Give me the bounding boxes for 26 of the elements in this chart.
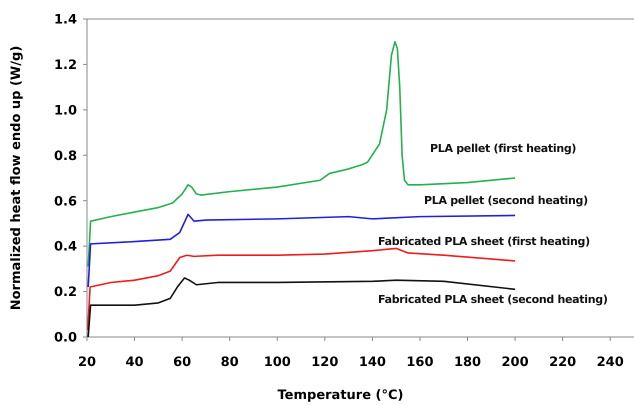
text: PLA pellet (first heating) <box>430 142 576 155</box>
x-tick-label: 140 <box>358 355 386 370</box>
x-tick-label: 200 <box>502 355 529 370</box>
x-tick-label: 160 <box>406 355 434 370</box>
y-tick-label: 1.2 <box>54 58 77 73</box>
x-tick-label: 20 <box>78 355 96 370</box>
x-tick-label: 80 <box>220 355 239 370</box>
x-tick-label: 120 <box>311 355 338 370</box>
x-tick-label: 60 <box>173 355 192 370</box>
x-tick-label: 240 <box>596 355 624 370</box>
x-tick-label: 100 <box>264 355 291 370</box>
y-tick-label: 1.4 <box>54 12 77 28</box>
series-label: Fabricated PLA sheet (second heating) <box>378 293 608 306</box>
y-tick-label: 1.0 <box>54 103 77 118</box>
y-tick-label: 0.6 <box>54 194 77 210</box>
series-label: PLA pellet (second heating) <box>424 194 588 207</box>
series-label: Fabricated PLA sheet (first heating) <box>378 235 590 248</box>
y-tick-label: 0.0 <box>54 330 77 346</box>
y-tick-label: 0.4 <box>54 240 77 255</box>
x-tick-label: 180 <box>454 355 482 370</box>
y-tick-label: 0.2 <box>54 285 77 300</box>
x-tick-label: 220 <box>549 355 576 370</box>
y-axis-title: Normalized heat flow endo up (W/g) <box>9 46 24 310</box>
y-tick-label: 0.8 <box>54 148 77 164</box>
x-axis-title: Temperature (°C) <box>278 388 404 403</box>
x-tick-label: 40 <box>126 355 144 370</box>
